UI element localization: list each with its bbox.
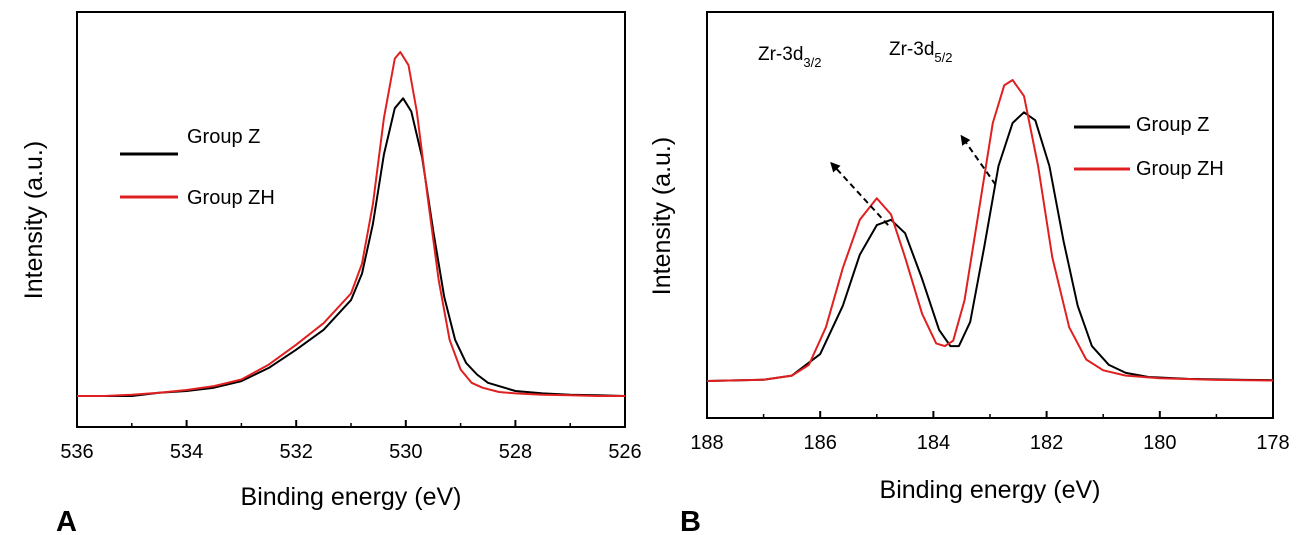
- legend-label-group-zh-b: Group ZH: [1136, 158, 1224, 180]
- x-tick-label: 178: [1256, 432, 1289, 454]
- legend-label-group-z-b: Group Z: [1136, 114, 1209, 136]
- x-tick-label: 180: [1143, 432, 1176, 454]
- x-tick-label: 184: [917, 432, 950, 454]
- x-tick-label: 182: [1030, 432, 1063, 454]
- annotation-zr-3d32-sub: 3/2: [803, 55, 821, 70]
- x-axis-ticks-a: 536 534 532 530 528 526: [60, 420, 642, 463]
- series-line-group-z: [706, 111, 1274, 382]
- panel-b: 188 186 184 182 180 178 Zr-3d3/2 Zr-3d5/2 Bin…: [648, 11, 1290, 535]
- annotation-arrow: [960, 134, 997, 186]
- x-tick-label: 532: [280, 441, 313, 463]
- panel-letter-b: B: [680, 506, 701, 535]
- x-tick-label: 534: [170, 441, 203, 463]
- annotation-arrow: [830, 161, 889, 226]
- series-group-b: [706, 79, 1274, 382]
- y-axis-title-a: Intensity (a.u.): [20, 141, 48, 299]
- series-group-a: [77, 51, 626, 397]
- annotation-zr-3d52-main: Zr-3d: [889, 39, 934, 60]
- x-tick-label: 528: [499, 441, 532, 463]
- x-tick-label: 188: [690, 432, 723, 454]
- x-tick-label: 526: [608, 441, 641, 463]
- annotation-zr-3d52-sub: 5/2: [934, 50, 952, 65]
- y-axis-title-b: Intensity (a.u.): [648, 137, 676, 295]
- legend-label-group-z-a: Group Z: [187, 126, 260, 148]
- plot-frame-a: [76, 11, 626, 428]
- x-axis-ticks-b: 188 186 184 182 180 178: [690, 411, 1290, 454]
- x-tick-label: 536: [60, 441, 93, 463]
- panel-a: 536 534 532 530 528 526 Binding energy (eV) I…: [20, 11, 642, 535]
- legend-label-group-zh-a: Group ZH: [187, 187, 275, 209]
- x-axis-title-b: Binding energy (eV): [880, 476, 1101, 504]
- series-line-group-z: [77, 97, 626, 397]
- annotation-zr-3d32-main: Zr-3d: [758, 44, 803, 65]
- series-line-group-zh: [706, 79, 1274, 382]
- legend-a: Group Z Group ZH: [120, 126, 275, 209]
- legend-b: Group Z Group ZH: [1074, 114, 1224, 180]
- x-tick-label: 530: [389, 441, 422, 463]
- x-axis-title-a: Binding energy (eV): [241, 483, 462, 511]
- annotation-zr-3d32: Zr-3d3/2: [758, 44, 821, 70]
- series-line-group-zh: [77, 51, 625, 397]
- annotations-b: Zr-3d3/2 Zr-3d5/2: [758, 39, 997, 226]
- annotation-zr-3d52: Zr-3d5/2: [889, 39, 952, 65]
- panel-letter-a: A: [56, 506, 77, 535]
- x-tick-label: 186: [804, 432, 837, 454]
